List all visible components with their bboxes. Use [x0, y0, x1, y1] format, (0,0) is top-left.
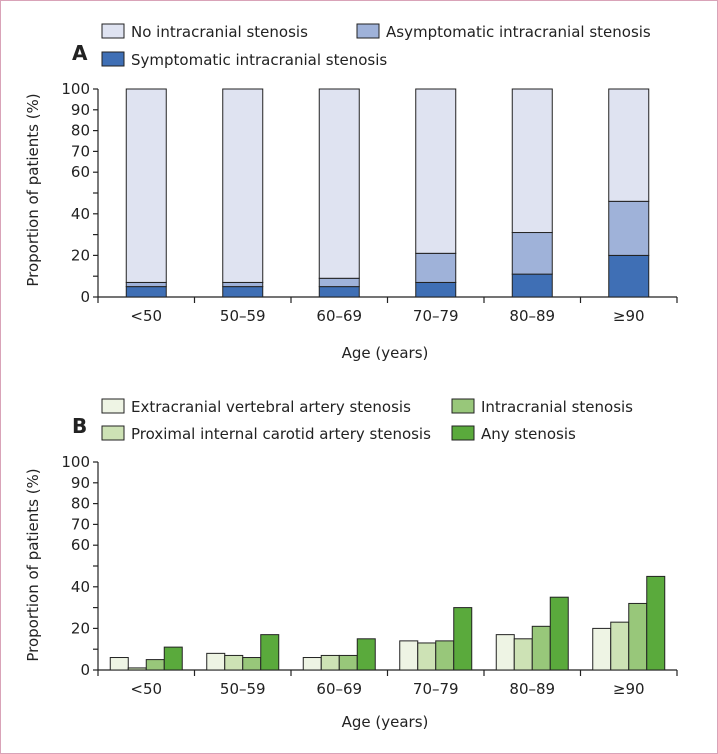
panel-b-x-tick-label: <50 — [130, 680, 162, 698]
panel-b-bar-intracranial-stenosis-60-69 — [338, 654, 358, 671]
panel-a-y-tick-label: 90 — [71, 101, 90, 119]
panel-a-legend-label-symptomatic-intracranial-stenosis: Symptomatic intracranial stenosis — [131, 51, 387, 69]
panel-a-y-tick-label: 80 — [71, 122, 90, 140]
panel-b-bar-proximal-internal-carotid-artery-stenosis-90 — [610, 621, 630, 671]
panel-b-letter: B — [72, 414, 87, 438]
panel-b-y-tick-label: 20 — [71, 619, 90, 637]
panel-a-bar-no-intracranial-stenosis-50 — [125, 88, 167, 283]
panel-a-bar-no-intracranial-stenosis-70-79 — [415, 88, 457, 254]
panel-b-x-tick-label: 50–59 — [220, 680, 266, 698]
panel-b-bar-any-stenosis-50-59 — [260, 634, 280, 671]
panel-a-bar-asymptomatic-intracranial-stenosis-50 — [125, 281, 167, 288]
panel-a-bar-symptomatic-intracranial-stenosis-50 — [125, 286, 167, 298]
panel-b-bar-proximal-internal-carotid-artery-stenosis-60-69 — [320, 654, 340, 671]
panel-b-x-tick-label: 70–79 — [413, 680, 459, 698]
panel-b-y-tick-label: 100 — [61, 453, 90, 471]
panel-a-bar-asymptomatic-intracranial-stenosis-90 — [608, 200, 650, 256]
panel-a-legend-swatch-symptomatic-intracranial-stenosis — [101, 51, 125, 67]
panel-a-legend: No intracranial stenosis Asymptomatic int… — [101, 23, 651, 69]
panel-a-bar-no-intracranial-stenosis-60-69 — [318, 88, 360, 279]
panel-a-y-tick-label: 100 — [61, 80, 90, 98]
panel-b-bar-intracranial-stenosis-70-79 — [435, 640, 455, 671]
panel-a-axes: 0 20 40 60 70 80 90 100 <50 50–59 60–69 70–79 80–89 ≥… — [61, 80, 678, 325]
panel-a-legend-swatch-asymptomatic-intracranial-stenosis — [356, 23, 380, 39]
panel-a-y-tick-label: 0 — [80, 288, 90, 306]
panel-a-bar-no-intracranial-stenosis-90 — [608, 88, 650, 202]
panel-a-x-tick-label: <50 — [130, 307, 162, 325]
panel-b-bar-extracranial-vertebral-artery-stenosis-80-89 — [495, 634, 515, 671]
panel-a-x-tick-label: 60–69 — [316, 307, 362, 325]
panel-b-legend-label-proximal-internal-carotid-artery-stenosis: Proximal internal carotid artery stenosi… — [131, 425, 431, 443]
panel-b-bar-extracranial-vertebral-artery-stenosis-70-79 — [399, 640, 419, 671]
panel-b-bar-any-stenosis-50 — [163, 646, 183, 671]
panel-a-bar-symptomatic-intracranial-stenosis-80-89 — [511, 273, 553, 298]
panel-b-bar-intracranial-stenosis-50 — [145, 659, 165, 671]
panel-b-legend-swatch-any-stenosis — [451, 425, 475, 441]
panel-a-legend-label-asymptomatic-intracranial-stenosis: Asymptomatic intracranial stenosis — [386, 23, 651, 41]
panel-a-x-tick-label: 50–59 — [220, 307, 266, 325]
panel-b-bar-intracranial-stenosis-50-59 — [242, 657, 262, 671]
panel-b-bar-proximal-internal-carotid-artery-stenosis-50-59 — [224, 654, 244, 671]
panel-b-legend: Extracranial vertebral artery stenosis In… — [101, 398, 633, 443]
panel-b-axes: 0 20 40 60 70 80 90 100 <50 50–59 60–69 70–79 80–89 ≥… — [61, 453, 678, 698]
panel-a-bar-asymptomatic-intracranial-stenosis-70-79 — [415, 252, 457, 283]
panel-b-legend-label-extracranial-vertebral-artery-stenosis: Extracranial vertebral artery stenosis — [131, 398, 411, 416]
panel-b-y-tick-label: 0 — [80, 661, 90, 679]
panel-b-bar-extracranial-vertebral-artery-stenosis-50-59 — [206, 652, 226, 671]
panel-a-ylabel: Proportion of patients (%) — [24, 93, 42, 286]
panel-b-bar-any-stenosis-80-89 — [549, 596, 569, 671]
panel-b-ylabel: Proportion of patients (%) — [24, 468, 42, 661]
panel-b-bar-any-stenosis-60-69 — [356, 638, 376, 671]
panel-b-y-tick-label: 80 — [71, 495, 90, 513]
panel-a-bars — [125, 88, 650, 298]
panel-b-x-tick-label: 60–69 — [316, 680, 362, 698]
panel-b-bar-any-stenosis-70-79 — [453, 607, 473, 671]
panel-a-y-tick-label: 20 — [71, 246, 90, 264]
panel-a-bar-no-intracranial-stenosis-50-59 — [222, 88, 264, 283]
panel-b-bars — [109, 575, 666, 671]
panel-b-bar-proximal-internal-carotid-artery-stenosis-80-89 — [513, 638, 533, 671]
panel-b-y-tick-label: 90 — [71, 474, 90, 492]
panel-b-legend-swatch-extracranial-vertebral-artery-stenosis — [101, 398, 125, 414]
panel-a-y-tick-label: 60 — [71, 163, 90, 181]
panel-a-bar-asymptomatic-intracranial-stenosis-50-59 — [222, 281, 264, 288]
panel-a-bar-symptomatic-intracranial-stenosis-50-59 — [222, 286, 264, 298]
panel-b-bar-extracranial-vertebral-artery-stenosis-50 — [109, 657, 129, 671]
panel-b: B Extracranial vertebral artery stenosis… — [24, 398, 678, 731]
panel-a-bar-symptomatic-intracranial-stenosis-90 — [608, 254, 650, 298]
panel-b-bar-any-stenosis-90 — [646, 575, 666, 671]
panel-b-bar-intracranial-stenosis-80-89 — [531, 625, 551, 671]
panel-a-legend-label-no-intracranial-stenosis: No intracranial stenosis — [131, 23, 308, 41]
panel-a-legend-swatch-no-intracranial-stenosis — [101, 23, 125, 39]
panel-a-bar-symptomatic-intracranial-stenosis-60-69 — [318, 286, 360, 298]
panel-b-x-tick-label: 80–89 — [509, 680, 555, 698]
panel-a: A No intracranial stenosis Asymptomatic i… — [24, 23, 678, 362]
panel-b-legend-label-any-stenosis: Any stenosis — [481, 425, 576, 443]
panel-a-x-tick-label: 70–79 — [413, 307, 459, 325]
panel-b-bar-extracranial-vertebral-artery-stenosis-60-69 — [302, 657, 322, 671]
panel-b-legend-swatch-proximal-internal-carotid-artery-stenosis — [101, 425, 125, 441]
panel-b-legend-swatch-intracranial-stenosis — [451, 398, 475, 414]
panel-b-legend-label-intracranial-stenosis: Intracranial stenosis — [481, 398, 633, 416]
panel-b-y-tick-label: 70 — [71, 515, 90, 533]
panel-a-y-tick-label: 70 — [71, 142, 90, 160]
panel-a-x-tick-label: 80–89 — [509, 307, 555, 325]
panel-a-xlabel: Age (years) — [342, 344, 429, 362]
panel-a-y-tick-label: 40 — [71, 205, 90, 223]
panel-b-bar-proximal-internal-carotid-artery-stenosis-50 — [127, 667, 147, 671]
panel-b-x-tick-label: ≥90 — [613, 680, 645, 698]
panel-b-bar-intracranial-stenosis-90 — [628, 602, 648, 671]
panel-a-bar-asymptomatic-intracranial-stenosis-60-69 — [318, 277, 360, 288]
panel-b-xlabel: Age (years) — [342, 713, 429, 731]
panel-a-x-tick-label: ≥90 — [613, 307, 645, 325]
panel-a-bar-no-intracranial-stenosis-80-89 — [511, 88, 553, 234]
panel-b-y-tick-label: 40 — [71, 578, 90, 596]
panel-b-bar-extracranial-vertebral-artery-stenosis-90 — [592, 627, 612, 671]
panel-a-bar-asymptomatic-intracranial-stenosis-80-89 — [511, 232, 553, 275]
panel-a-letter: A — [72, 41, 88, 65]
panel-a-bar-symptomatic-intracranial-stenosis-70-79 — [415, 281, 457, 298]
panel-b-y-tick-label: 60 — [71, 536, 90, 554]
panel-b-bar-proximal-internal-carotid-artery-stenosis-70-79 — [417, 642, 437, 671]
